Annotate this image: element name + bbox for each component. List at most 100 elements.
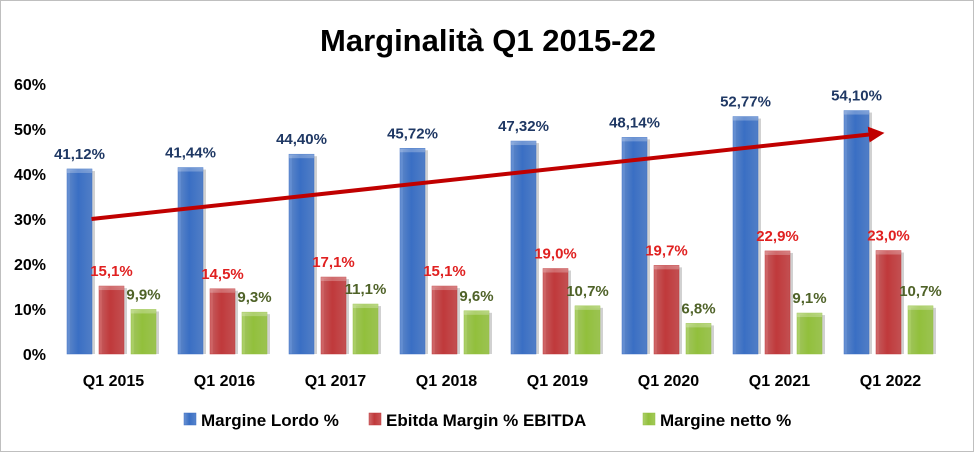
bar-margine-netto <box>907 305 934 355</box>
x-tick-label: Q1 2016 <box>194 373 255 390</box>
bar-highlight <box>178 167 203 172</box>
legend-label: Ebitda Margin % EBITDA <box>386 411 586 430</box>
bar-highlight <box>67 168 92 173</box>
bar-highlight <box>353 304 378 309</box>
x-tick-label: Q1 2020 <box>638 373 699 390</box>
bar-highlight <box>131 309 156 314</box>
y-tick-label: 10% <box>14 302 46 319</box>
data-label: 54,10% <box>831 88 882 105</box>
bar-margine-lordo <box>843 110 870 355</box>
bar-margine-lordo <box>288 153 315 355</box>
y-tick-label: 60% <box>14 77 46 94</box>
bar-margine-lordo <box>621 137 648 355</box>
bar-margine-lordo <box>399 148 426 355</box>
legend-item: Ebitda Margin % EBITDA <box>368 411 586 430</box>
trend-arrow <box>91 126 885 221</box>
trend-layer <box>91 126 885 221</box>
data-labels: 41,12% 15,1% 9,9% 41,44% 14,5% 9,3% 44,40% 17,1… <box>54 88 942 318</box>
data-label: 23,0% <box>867 228 910 245</box>
bar-margine-lordo <box>510 140 537 355</box>
bar-margine-lordo <box>732 116 759 355</box>
data-label: 41,44% <box>165 145 216 162</box>
bar-margine-lordo <box>66 168 93 355</box>
bar-ebitda-margin <box>653 265 680 355</box>
bar-highlight <box>686 323 711 328</box>
y-tick-label: 50% <box>14 122 46 139</box>
bar-ebitda-margin <box>320 276 347 355</box>
bar-highlight <box>908 305 933 310</box>
data-label: 17,1% <box>312 254 355 271</box>
x-axis: Q1 2015 Q1 2016 Q1 2017 Q1 2018 Q1 2019 Q1 20… <box>83 373 921 390</box>
bar-ebitda-margin <box>209 288 236 355</box>
data-label: 19,0% <box>534 246 577 263</box>
y-tick-label: 30% <box>14 212 46 229</box>
x-tick-label: Q1 2018 <box>416 373 477 390</box>
data-label: 15,1% <box>90 263 133 280</box>
chart-title: Marginalità Q1 2015-22 <box>320 23 656 58</box>
bar-highlight <box>400 148 425 153</box>
bar-highlight <box>733 116 758 121</box>
bar-highlight <box>242 312 267 317</box>
data-label: 6,8% <box>681 300 715 317</box>
bar-highlight <box>543 268 568 273</box>
legend-label: Margine Lordo % <box>201 411 339 430</box>
data-label: 9,3% <box>237 289 271 306</box>
bar-margine-netto <box>463 310 490 355</box>
data-label: 11,1% <box>345 281 387 298</box>
data-label: 15,1% <box>423 263 466 280</box>
bar-highlight <box>575 305 600 310</box>
legend: Margine Lordo % Ebitda Margin % EBITDA Mar… <box>183 411 791 430</box>
bar-highlight <box>654 265 679 270</box>
x-tick-label: Q1 2015 <box>83 373 144 390</box>
x-tick-label: Q1 2019 <box>527 373 588 390</box>
bar-highlight <box>464 310 489 315</box>
data-label: 44,40% <box>276 131 327 148</box>
data-label: 52,77% <box>720 94 771 111</box>
data-label: 48,14% <box>609 114 660 131</box>
data-label: 14,5% <box>201 266 244 283</box>
data-label: 9,1% <box>792 290 826 307</box>
bars-layer <box>66 110 936 355</box>
y-tick-label: 20% <box>14 257 46 274</box>
bar-highlight <box>797 313 822 318</box>
bar-ebitda-margin <box>98 285 125 355</box>
data-label: 9,9% <box>126 286 160 303</box>
legend-swatch <box>642 412 656 426</box>
bar-margine-netto <box>574 305 601 355</box>
bar-highlight <box>321 277 346 282</box>
bar-highlight <box>210 288 235 293</box>
bar-highlight <box>99 286 124 291</box>
bar-margine-netto <box>130 309 157 355</box>
bar-margine-netto <box>796 312 823 355</box>
y-tick-label: 40% <box>14 167 46 184</box>
y-tick-label: 0% <box>23 347 46 364</box>
legend-swatch <box>183 412 197 426</box>
data-label: 41,12% <box>54 146 105 163</box>
bar-highlight <box>765 250 790 255</box>
legend-swatch <box>368 412 382 426</box>
y-axis: 0% 10% 20% 30% 40% 50% 60% <box>14 77 46 364</box>
data-label: 47,32% <box>498 118 549 135</box>
x-tick-label: Q1 2022 <box>860 373 921 390</box>
bar-highlight <box>289 154 314 159</box>
data-label: 19,7% <box>645 242 688 259</box>
data-label: 10,7% <box>566 283 609 300</box>
bar-highlight <box>844 110 869 115</box>
bar-ebitda-margin <box>542 268 569 355</box>
bar-ebitda-margin <box>875 250 902 355</box>
data-label: 45,72% <box>387 125 438 142</box>
data-label: 9,6% <box>459 288 493 305</box>
bar-ebitda-margin <box>764 250 791 355</box>
bar-highlight <box>432 286 457 291</box>
bar-margine-netto <box>241 311 268 355</box>
bar-highlight <box>511 141 536 146</box>
x-tick-label: Q1 2021 <box>749 373 810 390</box>
bar-highlight <box>622 137 647 142</box>
legend-label: Margine netto % <box>660 411 791 430</box>
legend-item: Margine netto % <box>642 411 791 430</box>
bar-highlight <box>876 250 901 255</box>
bar-margine-netto <box>685 323 712 355</box>
legend-item: Margine Lordo % <box>183 411 339 430</box>
